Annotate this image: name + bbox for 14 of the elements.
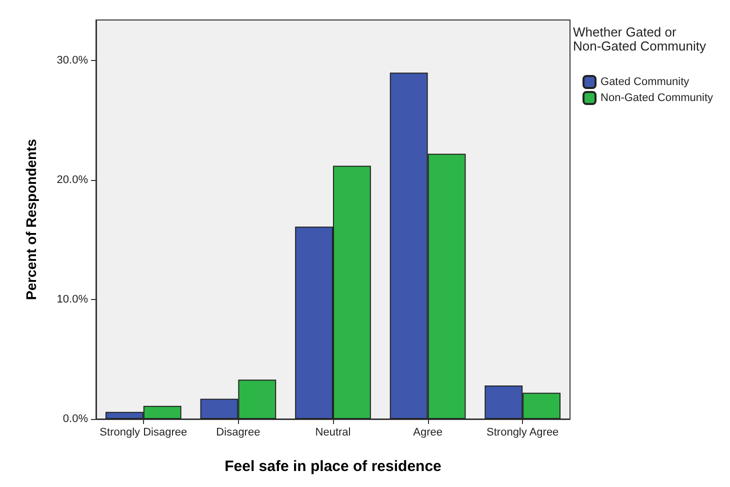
x-tick-label: Agree — [413, 426, 442, 438]
y-axis-title: Percent of Respondents — [23, 138, 39, 300]
y-tick-label: 10.0% — [56, 294, 88, 306]
x-tick-label: Neutral — [315, 426, 351, 438]
legend-label: Non-Gated Community — [600, 92, 714, 104]
legend-title: Whether Gated or Non-Gated Community — [573, 24, 706, 54]
x-axis-title: Feel safe in place of residence — [224, 458, 442, 475]
x-tick-label: Disagree — [216, 426, 260, 438]
x-tick-label: Strongly Disagree — [100, 426, 188, 438]
x-tick-label: Strongly Agree — [486, 426, 559, 438]
y-tick-label: 0.0% — [62, 413, 88, 425]
y-tick-label: 30.0% — [56, 54, 88, 67]
legend-label: Gated Community — [600, 76, 690, 88]
y-tick-label: 20.0% — [56, 174, 88, 186]
